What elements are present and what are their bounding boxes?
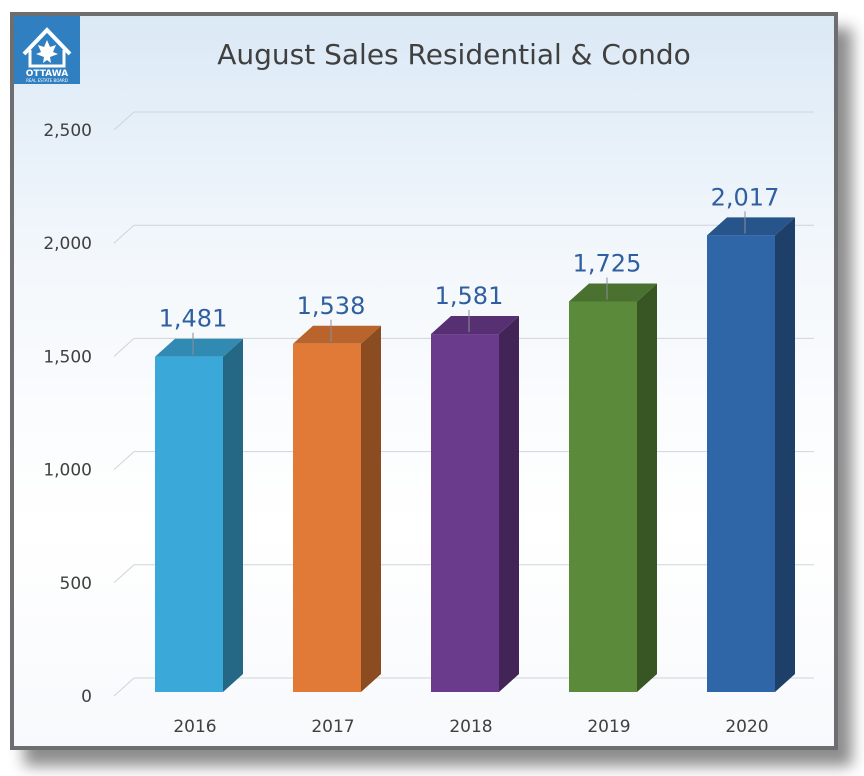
logo-house xyxy=(28,50,66,68)
x-tick-label: 2018 xyxy=(449,717,492,737)
bar-top xyxy=(155,338,243,357)
bar-top xyxy=(431,316,519,335)
maple-leaf-icon xyxy=(36,40,58,63)
bar-side xyxy=(223,338,243,692)
bar xyxy=(707,235,775,692)
bar-side xyxy=(775,217,795,692)
bar-top xyxy=(707,217,795,236)
chart-frame: OTTAWA REAL ESTATE BOARD August Sales Re… xyxy=(10,12,838,750)
gridline-depth xyxy=(113,224,135,244)
data-label: 1,581 xyxy=(435,282,504,310)
gridline-depth xyxy=(113,677,135,697)
bar xyxy=(155,356,223,692)
x-tick-label: 2020 xyxy=(725,717,768,737)
bar-side xyxy=(637,283,657,692)
logo-roof xyxy=(22,27,72,56)
y-tick-label: 1,000 xyxy=(43,461,92,481)
y-tick-label: 2,000 xyxy=(43,234,92,254)
bar-side xyxy=(499,316,519,692)
chart-title: August Sales Residential & Condo xyxy=(217,38,691,71)
logo-text-board: REAL ESTATE BOARD xyxy=(26,78,68,83)
ottawa-real-estate-board-logo: OTTAWA REAL ESTATE BOARD xyxy=(14,16,80,84)
gridline-depth xyxy=(113,451,135,470)
x-tick-label: 2016 xyxy=(173,717,216,737)
y-tick-label: 500 xyxy=(60,574,92,594)
gridline-depth xyxy=(113,564,135,584)
bar-top xyxy=(293,325,381,344)
gridline-depth xyxy=(113,338,135,357)
bar-chart: 0 500 1,000 1,500 2,000 2,500 1,481 2016 1,538 20… xyxy=(43,111,814,737)
bar xyxy=(431,334,499,692)
bar xyxy=(293,343,361,692)
y-tick-label: 0 xyxy=(81,687,92,707)
y-tick-label: 2,500 xyxy=(43,121,92,141)
data-label: 1,725 xyxy=(573,249,642,277)
data-label: 1,538 xyxy=(297,292,366,320)
bar-side xyxy=(361,325,381,692)
gridline-depth xyxy=(113,111,135,131)
data-label: 2,017 xyxy=(711,183,780,211)
x-tick-label: 2017 xyxy=(311,717,354,737)
x-tick-label: 2019 xyxy=(587,717,630,737)
bar-top xyxy=(569,283,657,302)
data-label: 1,481 xyxy=(159,305,228,333)
y-tick-label: 1,500 xyxy=(43,347,92,367)
bar xyxy=(569,301,637,692)
logo-text-ottawa: OTTAWA xyxy=(26,69,69,79)
